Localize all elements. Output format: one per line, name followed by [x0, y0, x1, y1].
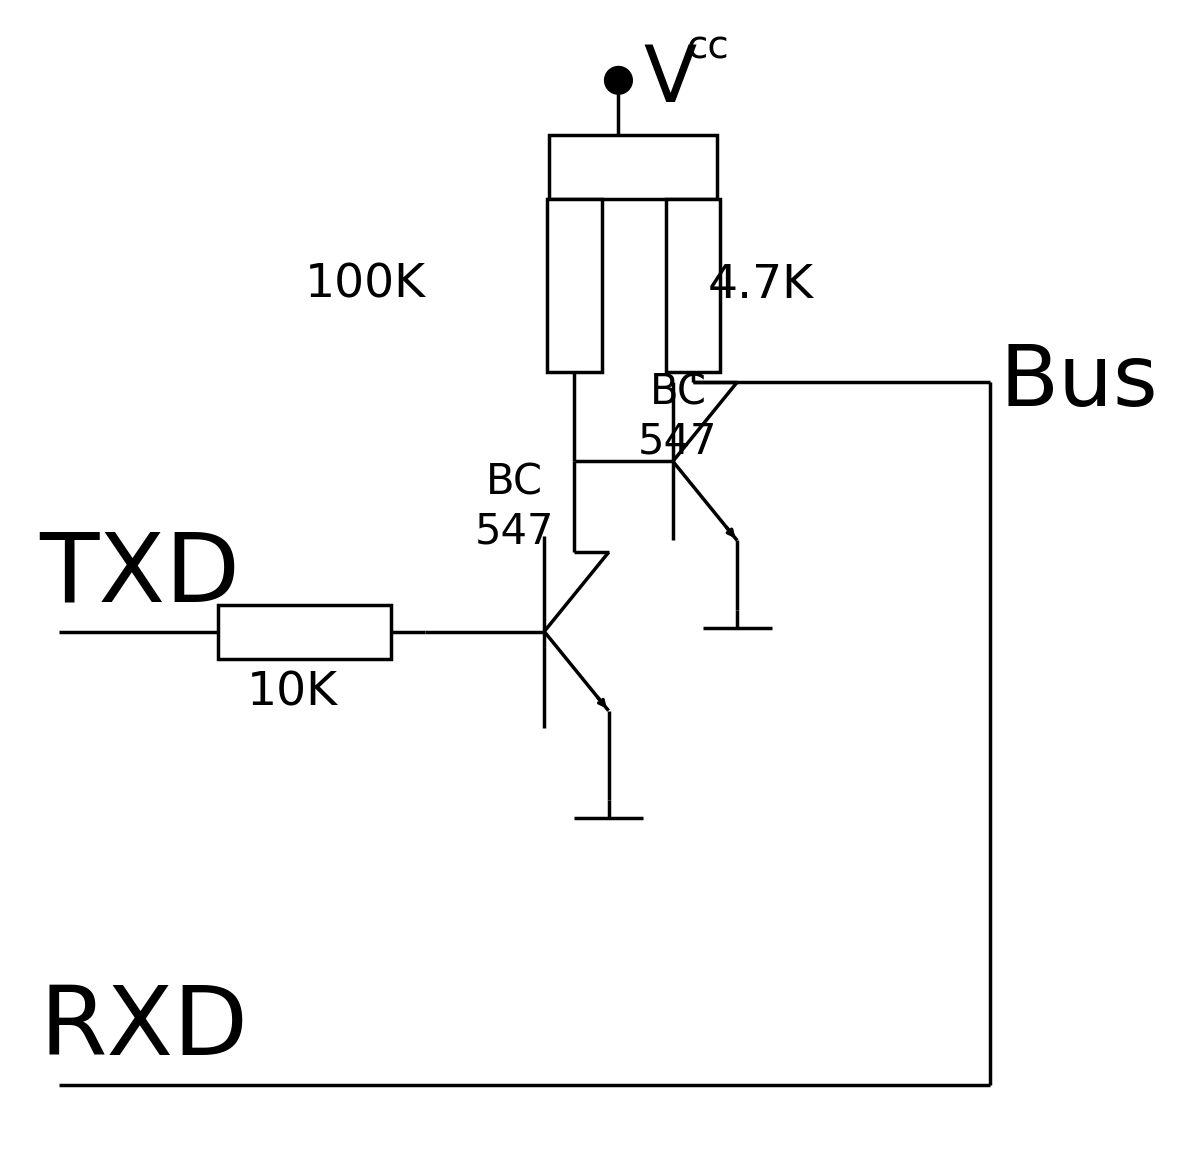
- Text: RXD: RXD: [39, 981, 249, 1075]
- Bar: [218, 604, 391, 659]
- Bar: [666, 199, 720, 372]
- Text: 4.7K: 4.7K: [708, 262, 813, 308]
- Text: BC
547: BC 547: [475, 461, 554, 553]
- Text: cc: cc: [687, 28, 730, 67]
- Text: TXD: TXD: [39, 528, 240, 622]
- Bar: [548, 199, 602, 372]
- Text: V: V: [643, 42, 696, 118]
- Text: BC
547: BC 547: [639, 371, 718, 463]
- Text: Bus: Bus: [1000, 341, 1158, 424]
- Text: 10K: 10K: [246, 670, 337, 715]
- Text: 100K: 100K: [304, 262, 426, 308]
- Circle shape: [605, 67, 633, 94]
- Bar: [549, 135, 718, 199]
